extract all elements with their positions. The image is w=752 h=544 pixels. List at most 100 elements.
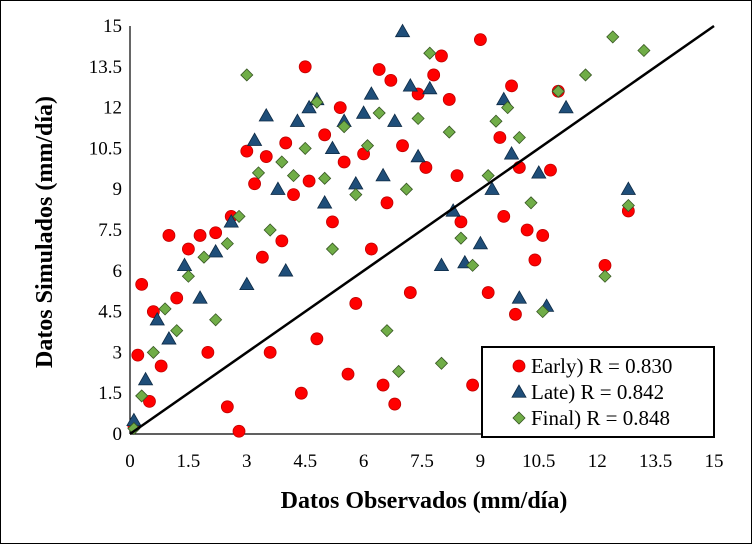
- data-point-circle: [298, 60, 312, 74]
- x-tick-label: 9: [476, 451, 486, 472]
- data-point-diamond: [298, 141, 312, 155]
- x-tick-label: 7.5: [410, 451, 434, 472]
- data-point-diamond: [170, 324, 184, 338]
- x-tick-label: 1.5: [177, 451, 201, 472]
- data-point-diamond: [337, 120, 351, 134]
- data-point-triangle: [301, 99, 317, 114]
- data-point-triangle: [410, 148, 426, 163]
- data-point-diamond: [536, 305, 550, 319]
- data-point-triangle: [484, 181, 500, 195]
- data-points: [126, 23, 651, 438]
- data-point-diamond: [286, 169, 301, 183]
- data-point-circle: [143, 394, 156, 408]
- data-point-circle: [396, 139, 409, 153]
- x-tick-label: 15: [705, 451, 724, 472]
- data-point-diamond: [512, 130, 526, 145]
- x-tick-label: 12: [588, 451, 607, 472]
- data-point-triangle: [149, 311, 165, 326]
- data-point-circle: [376, 378, 390, 392]
- data-point-circle: [598, 258, 612, 272]
- data-point-circle: [135, 277, 149, 291]
- data-point-triangle: [355, 105, 372, 119]
- data-point-circle: [536, 229, 550, 242]
- data-point-circle: [454, 215, 468, 229]
- data-point-triangle: [422, 80, 438, 95]
- data-point-circle: [497, 209, 511, 223]
- data-point-diamond: [454, 231, 468, 245]
- data-point-circle: [154, 359, 168, 373]
- y-tick-label: 4.5: [98, 302, 122, 323]
- y-tick-label: 3: [113, 342, 123, 363]
- x-tick-label: 3: [242, 451, 252, 472]
- data-point-diamond: [524, 196, 538, 210]
- x-tick-label: 10.5: [522, 451, 555, 472]
- data-point-diamond: [606, 30, 620, 44]
- data-point-circle: [201, 345, 215, 359]
- data-point-diamond: [127, 421, 141, 436]
- data-point-triangle: [192, 290, 208, 304]
- data-point-circle: [248, 177, 261, 191]
- data-point-diamond: [621, 198, 635, 213]
- data-point-circle: [255, 250, 269, 264]
- data-point-circle: [162, 229, 176, 242]
- data-point-circle: [388, 397, 402, 411]
- one-to-one-line: [129, 24, 715, 436]
- data-point-circle: [450, 169, 464, 183]
- data-point-triangle: [363, 86, 380, 100]
- data-point-diamond: [209, 313, 223, 327]
- data-point-triangle: [620, 181, 637, 195]
- data-point-diamond: [442, 125, 456, 139]
- data-point-diamond: [598, 269, 612, 283]
- data-point-diamond: [349, 188, 363, 202]
- data-point-triangle: [270, 181, 286, 195]
- data-point-circle: [384, 74, 398, 87]
- data-point-circle: [505, 79, 518, 93]
- y-axis-title: Datos Simulados (mm/día): [32, 96, 58, 368]
- data-point-circle: [466, 378, 480, 392]
- data-point-diamond: [578, 68, 593, 82]
- data-point-diamond: [240, 68, 254, 82]
- data-point-diamond: [135, 389, 149, 403]
- legend-label: Late) R = 0.842: [531, 380, 664, 404]
- data-point-triangle: [258, 107, 274, 122]
- legend-label: Final) R = 0.848: [531, 406, 670, 430]
- y-tick-label: 7.5: [98, 220, 122, 241]
- data-point-circle: [259, 150, 273, 163]
- data-point-diamond: [232, 209, 246, 223]
- y-tick-label: 9: [113, 179, 123, 200]
- data-point-circle: [528, 253, 542, 267]
- data-point-diamond: [197, 250, 211, 264]
- series-circle: [127, 33, 635, 438]
- data-point-circle: [544, 163, 557, 177]
- data-point-triangle: [324, 140, 341, 155]
- data-point-triangle: [503, 146, 520, 160]
- data-point-diamond: [251, 166, 266, 180]
- reference-line-layer: [129, 24, 715, 436]
- data-point-diamond: [501, 101, 515, 115]
- data-point-diamond: [263, 223, 277, 237]
- data-point-circle: [275, 234, 289, 248]
- data-point-diamond: [551, 84, 565, 98]
- x-tick-label: 13.5: [639, 451, 672, 472]
- data-point-circle: [263, 345, 277, 359]
- data-point-circle: [520, 223, 534, 237]
- data-point-circle: [419, 161, 433, 174]
- data-point-diamond: [399, 182, 413, 196]
- data-point-triangle: [394, 23, 411, 38]
- data-point-circle: [240, 144, 254, 158]
- data-point-circle: [493, 131, 507, 144]
- data-point-diamond: [489, 114, 503, 128]
- data-point-diamond: [220, 237, 234, 251]
- data-point-triangle: [472, 235, 489, 250]
- data-point-triangle: [161, 330, 177, 345]
- data-point-circle: [170, 291, 184, 305]
- data-point-diamond: [411, 111, 425, 126]
- y-tick-label: 6: [113, 261, 123, 282]
- x-axis-title: Datos Observados (mm/día): [281, 488, 568, 514]
- data-point-triangle: [316, 194, 333, 209]
- data-point-circle: [279, 136, 293, 150]
